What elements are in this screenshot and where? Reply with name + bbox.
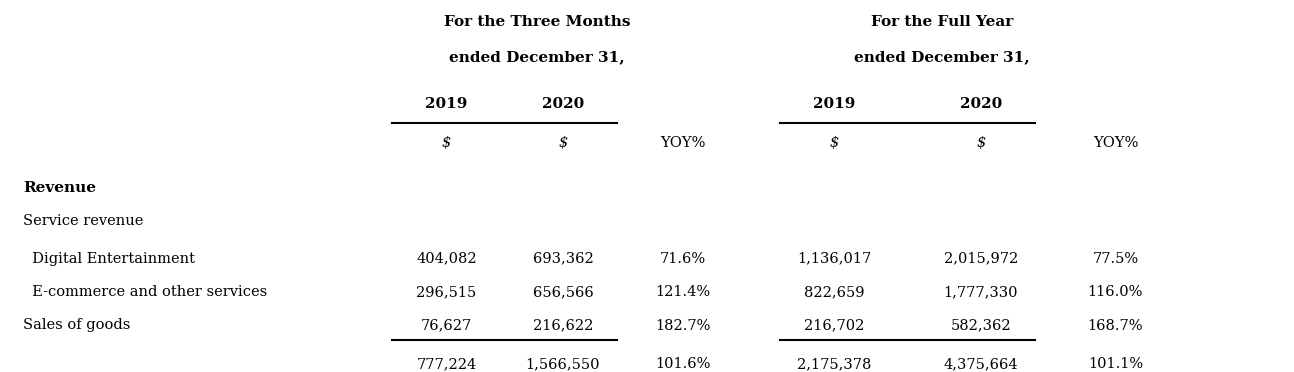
Text: $: $ [976,136,986,150]
Text: 656,566: 656,566 [533,285,593,299]
Text: $: $ [558,136,568,150]
Text: 777,224: 777,224 [417,357,476,371]
Text: 1,566,550: 1,566,550 [525,357,600,371]
Text: 101.6%: 101.6% [656,357,710,371]
Text: For the Three Months: For the Three Months [444,15,630,29]
Text: Revenue: Revenue [23,181,96,195]
Text: 2019: 2019 [426,97,467,111]
Text: 121.4%: 121.4% [656,285,710,299]
Text: 4,375,664: 4,375,664 [943,357,1018,371]
Text: 2019: 2019 [814,97,855,111]
Text: 404,082: 404,082 [417,251,476,266]
Text: ended December 31,: ended December 31, [854,51,1030,65]
Text: 76,627: 76,627 [421,318,472,333]
Text: E-commerce and other services: E-commerce and other services [23,285,268,299]
Text: 216,622: 216,622 [533,318,593,333]
Text: $: $ [441,136,452,150]
Text: YOY%: YOY% [1092,136,1139,150]
Text: 101.1%: 101.1% [1088,357,1143,371]
Text: 182.7%: 182.7% [656,318,710,333]
Text: 116.0%: 116.0% [1088,285,1143,299]
Text: Sales of goods: Sales of goods [23,318,131,333]
Text: 2020: 2020 [542,97,584,111]
Text: 582,362: 582,362 [951,318,1011,333]
Text: Digital Entertainment: Digital Entertainment [23,251,195,266]
Text: YOY%: YOY% [660,136,707,150]
Text: 822,659: 822,659 [805,285,864,299]
Text: 216,702: 216,702 [805,318,864,333]
Text: 2020: 2020 [960,97,1002,111]
Text: $: $ [829,136,840,150]
Text: 71.6%: 71.6% [660,251,707,266]
Text: ended December 31,: ended December 31, [449,51,625,65]
Text: 2,175,378: 2,175,378 [797,357,872,371]
Text: 296,515: 296,515 [417,285,476,299]
Text: 2,015,972: 2,015,972 [943,251,1018,266]
Text: 693,362: 693,362 [533,251,593,266]
Text: 1,777,330: 1,777,330 [943,285,1018,299]
Text: 77.5%: 77.5% [1092,251,1139,266]
Text: Service revenue: Service revenue [23,214,144,228]
Text: For the Full Year: For the Full Year [871,15,1013,29]
Text: 1,136,017: 1,136,017 [797,251,872,266]
Text: 168.7%: 168.7% [1088,318,1143,333]
